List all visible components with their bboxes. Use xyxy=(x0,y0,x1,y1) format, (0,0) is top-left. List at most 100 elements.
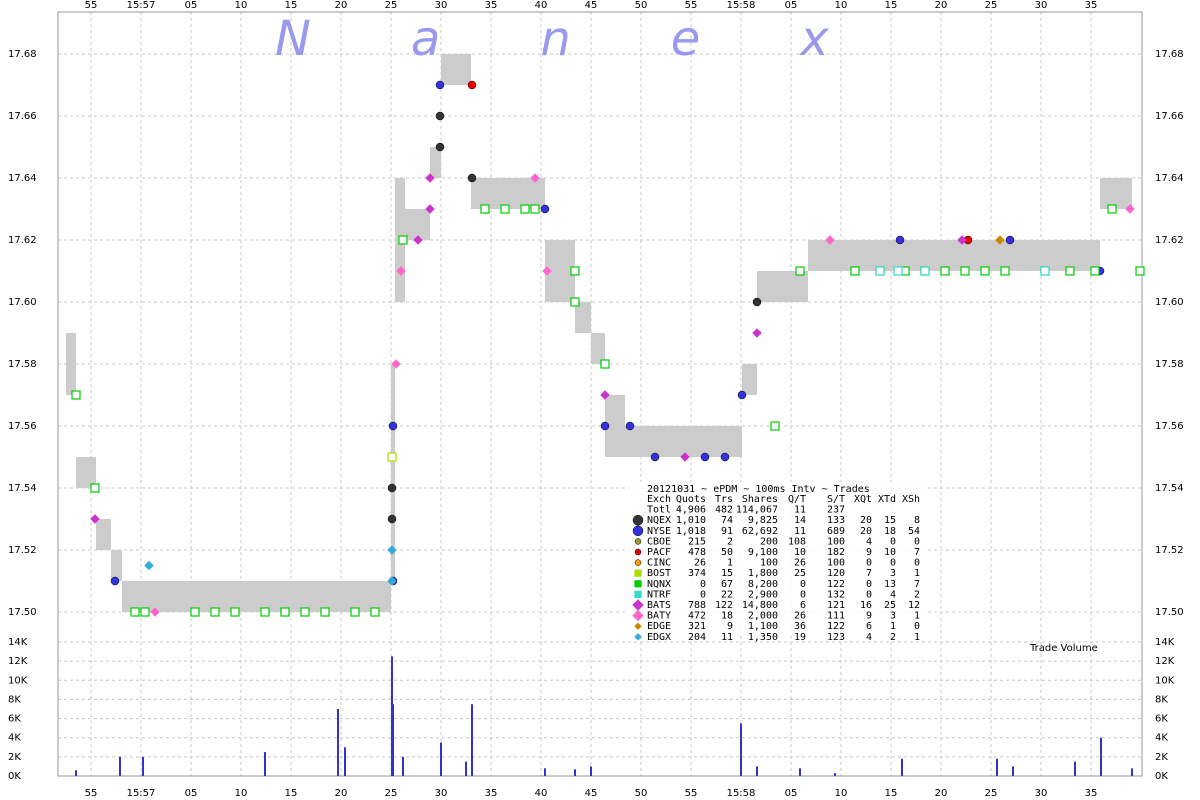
legend-marker xyxy=(634,633,642,641)
spread-band xyxy=(66,333,76,395)
volume-bar xyxy=(1074,761,1076,776)
table-cell: 7 xyxy=(914,547,920,558)
table-cell: 182 xyxy=(827,547,845,558)
volume-tick-label: 12K xyxy=(1155,656,1175,667)
table-cell: 472 xyxy=(688,611,706,622)
legend-marker xyxy=(634,590,642,599)
y-tick-label: 17.58 xyxy=(1155,359,1184,370)
trade-point xyxy=(752,328,762,338)
x-tick-label: 50 xyxy=(635,788,648,799)
legend-marker xyxy=(632,525,644,537)
x-tick-label: 05 xyxy=(785,0,798,11)
spread-band xyxy=(605,395,625,457)
volume-bar xyxy=(1131,768,1133,776)
volume-bar xyxy=(440,742,442,776)
x-tick-label: 45 xyxy=(585,0,598,11)
x-tick-label: 30 xyxy=(435,788,448,799)
table-cell: 132 xyxy=(827,589,845,600)
x-tick-label: 20 xyxy=(335,788,348,799)
x-tick-label: 55 xyxy=(85,0,98,11)
trade-point xyxy=(542,266,552,276)
trade-point xyxy=(770,421,780,431)
table-cell: 9,100 xyxy=(748,547,778,558)
legend-label: EDGX xyxy=(647,632,671,643)
trade-point xyxy=(140,607,150,617)
spread-band xyxy=(391,364,395,581)
table-cell: 374 xyxy=(688,568,706,579)
table-cell: 13 xyxy=(884,579,896,590)
annotation: Trade Volume xyxy=(1029,643,1098,654)
table-cell: 1,100 xyxy=(748,621,778,632)
y-tick-label: 17.66 xyxy=(1155,111,1184,122)
volume-bar xyxy=(799,768,801,776)
trade-point xyxy=(1040,266,1050,276)
table-cell: 6 xyxy=(866,621,872,632)
table-cell: 788 xyxy=(688,600,706,611)
table-cell: 11 xyxy=(794,526,806,537)
table-cell: 11 xyxy=(794,505,806,516)
trade-point xyxy=(1000,266,1010,276)
table-header: Shares xyxy=(742,494,778,505)
table-cell: 26 xyxy=(794,558,806,569)
trade-point xyxy=(875,266,885,276)
volume-bar xyxy=(402,756,404,776)
table-cell: 0 xyxy=(866,579,872,590)
x-tick-label: 15:58 xyxy=(727,788,756,799)
trade-point xyxy=(387,545,397,555)
table-cell: 200 xyxy=(760,536,778,547)
trade-point xyxy=(893,266,903,276)
table-cell: 1,800 xyxy=(748,568,778,579)
x-tick-label: 30 xyxy=(1035,0,1048,11)
spread-band xyxy=(1100,178,1132,209)
table-cell: 15 xyxy=(884,515,896,526)
trade-point xyxy=(995,235,1005,245)
trade-point xyxy=(1135,266,1145,276)
y-tick-label: 17.64 xyxy=(8,173,37,184)
spread-band xyxy=(575,302,591,333)
x-tick-label: 55 xyxy=(685,0,698,11)
volume-bar xyxy=(996,758,998,776)
spread-band xyxy=(757,271,808,302)
table-cell: 2 xyxy=(727,536,733,547)
trade-point xyxy=(700,452,710,462)
table-cell: 8 xyxy=(914,515,920,526)
volume-bar xyxy=(142,756,144,776)
table-cell: 100 xyxy=(760,558,778,569)
x-tick-label: 05 xyxy=(785,788,798,799)
legend-label: NQNX xyxy=(647,579,671,590)
trade-point xyxy=(1065,266,1075,276)
trade-point xyxy=(737,390,747,400)
x-tick-label: 55 xyxy=(85,788,98,799)
trade-point xyxy=(752,297,762,307)
table-cell: 0 xyxy=(700,579,706,590)
volume-tick-label: 14K xyxy=(8,637,28,648)
legend-marker xyxy=(634,538,642,545)
table-cell: 1,350 xyxy=(748,632,778,643)
table-cell: 123 xyxy=(827,632,845,643)
table-cell: 120 xyxy=(827,568,845,579)
table-cell: 16 xyxy=(860,600,872,611)
table-cell: 11 xyxy=(721,632,733,643)
trade-point xyxy=(467,173,477,183)
trade-point xyxy=(110,576,120,586)
table-cell: 108 xyxy=(788,536,806,547)
trade-point xyxy=(435,111,445,121)
table-cell: 0 xyxy=(914,621,920,632)
spread-band xyxy=(96,519,111,550)
trade-point xyxy=(387,576,397,586)
trade-point xyxy=(280,607,290,617)
spread-band xyxy=(430,147,441,178)
trade-point xyxy=(960,266,970,276)
x-tick-label: 10 xyxy=(235,788,248,799)
table-cell: 91 xyxy=(721,526,733,537)
table-cell: 67 xyxy=(721,579,733,590)
x-tick-label: 05 xyxy=(185,788,198,799)
trade-point xyxy=(895,235,905,245)
table-cell: 0 xyxy=(890,558,896,569)
legend-label: BOST xyxy=(647,568,671,579)
volume-tick-label: 12K xyxy=(8,656,28,667)
volume-tick-label: 8K xyxy=(8,694,21,705)
table-cell: 26 xyxy=(694,558,706,569)
trade-point xyxy=(467,80,477,90)
x-tick-label: 15:58 xyxy=(727,0,756,11)
